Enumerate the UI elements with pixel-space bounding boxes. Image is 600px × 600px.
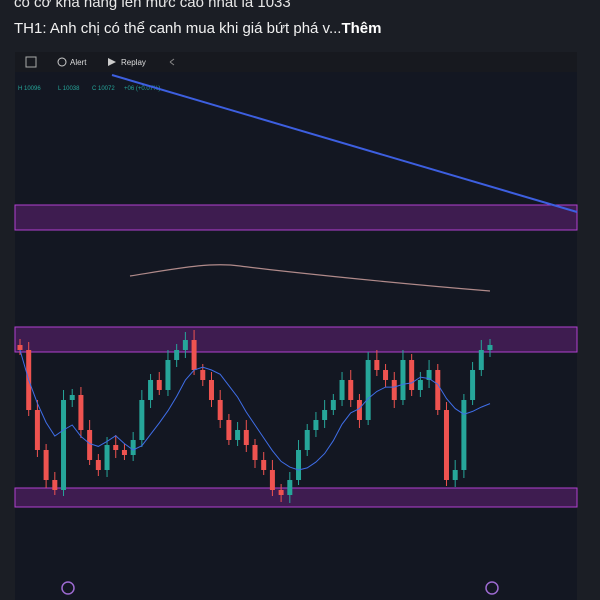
candle-body (426, 370, 432, 380)
post-text: TH1: Anh chị có thể canh mua khi giá bứt… (14, 20, 342, 37)
layout-icon[interactable] (25, 56, 37, 68)
candle-body (269, 470, 275, 490)
candle-body (69, 395, 75, 400)
long-moving-average (129, 264, 491, 292)
alert-button[interactable]: Alert (70, 58, 87, 67)
candle-body (217, 400, 223, 420)
replay-button[interactable]: Replay (121, 58, 146, 67)
candle-body (156, 380, 162, 390)
candle-body (243, 430, 249, 445)
candle-body (287, 480, 293, 495)
short-moving-average (19, 349, 491, 471)
candle-body (322, 410, 328, 420)
candle-body (43, 450, 49, 480)
legend-close: C 10072 (92, 86, 115, 92)
candle-body (191, 340, 197, 370)
candle-body (95, 460, 101, 470)
undo-icon[interactable] (169, 58, 175, 66)
candle-body (104, 445, 110, 470)
candle-body (409, 360, 415, 390)
candle-body (443, 410, 449, 480)
trend-line (111, 74, 578, 213)
candle-body (304, 430, 310, 450)
candle-body (383, 370, 389, 380)
candle-body (261, 460, 267, 470)
candle-body (417, 380, 423, 390)
candle-body (478, 350, 484, 370)
candle-body (182, 340, 188, 350)
candle-body (339, 380, 345, 400)
candle-body (52, 480, 58, 490)
candle-body (296, 450, 302, 480)
candle-body (461, 400, 467, 470)
legend-change: +06 (+0.07%) (124, 86, 160, 92)
candle-body (34, 410, 40, 450)
candle-body (313, 420, 319, 430)
legend-low: L 10038 (58, 86, 80, 92)
candle-body (139, 400, 145, 440)
candle-body (208, 380, 214, 400)
support-zone (14, 487, 578, 508)
candle-body (226, 420, 232, 440)
candle-body (470, 370, 476, 400)
candle-body (78, 395, 84, 430)
candle-body (435, 370, 441, 410)
candle-body (113, 445, 119, 450)
candle-body (61, 400, 67, 490)
candle-body (130, 440, 136, 455)
legend-high: H 10096 (18, 86, 41, 92)
candle-body (235, 430, 241, 440)
post-text: có cơ khả năng lên mức cao nhất là 1033 (14, 0, 291, 11)
candle-body (330, 400, 336, 410)
candle-body (165, 360, 171, 390)
candle-body (148, 380, 154, 400)
candle-body (87, 430, 93, 460)
candle-body (121, 450, 127, 455)
candle-body (356, 400, 362, 420)
more-link[interactable]: Thêm (341, 20, 382, 37)
candle-body (252, 445, 258, 460)
candle-body (487, 345, 493, 350)
alert-icon (57, 57, 67, 67)
candle-body (365, 360, 371, 420)
toolbar (15, 52, 577, 72)
candle-body (400, 360, 406, 400)
candle-body (374, 360, 380, 370)
candle-body (174, 350, 180, 360)
candle-body (200, 370, 206, 380)
candle-body (452, 470, 458, 480)
post-text: TH1: Anh chị có thể canh mua khi giá bứt… (14, 20, 381, 37)
candle-body (348, 380, 354, 400)
candle-body (278, 490, 284, 495)
nav-icon[interactable] (61, 581, 75, 595)
replay-icon (108, 58, 116, 66)
chart-panel (15, 52, 577, 600)
candle-body (17, 345, 23, 350)
candle-body (391, 380, 397, 400)
resistance-zone (14, 204, 578, 231)
resistance-zone (14, 326, 578, 353)
nav-icon[interactable] (485, 581, 499, 595)
